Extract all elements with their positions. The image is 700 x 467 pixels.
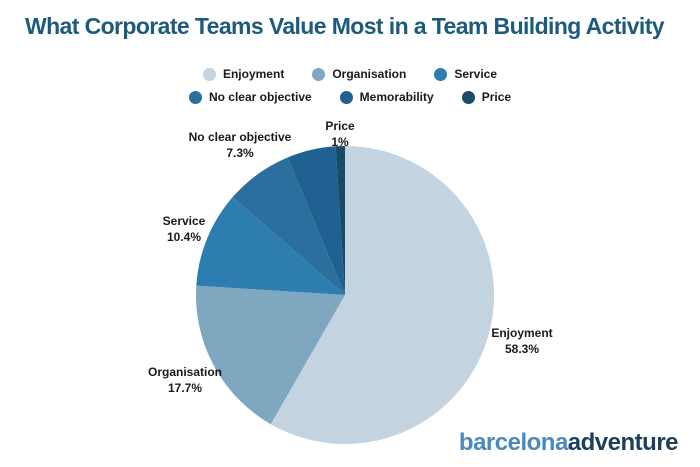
legend-item-organisation: Organisation bbox=[312, 67, 406, 81]
logo-barcelona: barcelona bbox=[458, 429, 568, 456]
legend-row-2: No clear objective Memorability Price bbox=[188, 90, 512, 104]
legend-label: Price bbox=[481, 90, 512, 104]
pie-label-value: 1% bbox=[331, 134, 349, 149]
page-title: What Corporate Teams Value Most in a Tea… bbox=[25, 13, 665, 39]
brand-logo: barcelonaadventure bbox=[458, 429, 679, 457]
legend-swatch-icon bbox=[202, 67, 216, 81]
legend-label: Memorability bbox=[359, 90, 434, 104]
legend-swatch-icon bbox=[188, 90, 202, 104]
pie-label-name: No clear objective bbox=[188, 130, 292, 144]
legend-item-service: Service bbox=[434, 67, 497, 81]
pie-slice-no-clear-objective bbox=[232, 157, 345, 295]
legend-item-enjoyment: Enjoyment bbox=[202, 67, 285, 81]
pie-label-name: Price bbox=[325, 119, 355, 133]
legend-swatch-icon bbox=[339, 90, 353, 104]
pie-label-name: Service bbox=[162, 214, 206, 228]
legend-label: Enjoyment bbox=[222, 67, 285, 81]
legend-item-price: Price bbox=[461, 90, 512, 104]
pie-slice-organisation bbox=[195, 285, 345, 425]
pie-slice-enjoyment bbox=[270, 146, 495, 444]
legend-label: Service bbox=[454, 67, 498, 81]
pie-label-value: 10.4% bbox=[166, 229, 202, 244]
pie-label-value: 7.3% bbox=[226, 145, 254, 160]
pie-label-price: Price 1% bbox=[325, 119, 354, 150]
pie-label-enjoyment: Enjoyment 58.3% bbox=[491, 326, 552, 357]
legend-item-memorability: Memorability bbox=[339, 90, 434, 104]
pie-label-no-clear-objective: No clear objective 7.3% bbox=[189, 130, 292, 161]
pie-label-organisation: Organisation 17.7% bbox=[148, 365, 222, 396]
legend-swatch-icon bbox=[312, 67, 326, 81]
pie-slice-price bbox=[335, 145, 345, 295]
legend-swatch-icon bbox=[434, 67, 448, 81]
pie-label-service: Service 10.4% bbox=[163, 214, 206, 245]
logo-adventure: adventure bbox=[567, 429, 679, 456]
pie-slice-memorability bbox=[287, 146, 345, 295]
legend-swatch-icon bbox=[461, 90, 475, 104]
pie-label-name: Enjoyment bbox=[491, 326, 553, 340]
pie-slice-service bbox=[196, 197, 345, 295]
legend-label: Organisation bbox=[332, 67, 407, 81]
chart-legend: Enjoyment Organisation Service No clear obj… bbox=[0, 67, 700, 104]
pie-label-value: 17.7% bbox=[167, 380, 203, 395]
legend-label: No clear objective bbox=[208, 90, 312, 104]
legend-item-no-clear-objective: No clear objective bbox=[188, 90, 312, 104]
pie-label-name: Organisation bbox=[147, 365, 223, 379]
legend-row-1: Enjoyment Organisation Service bbox=[202, 67, 497, 81]
pie-label-value: 58.3% bbox=[504, 341, 540, 356]
